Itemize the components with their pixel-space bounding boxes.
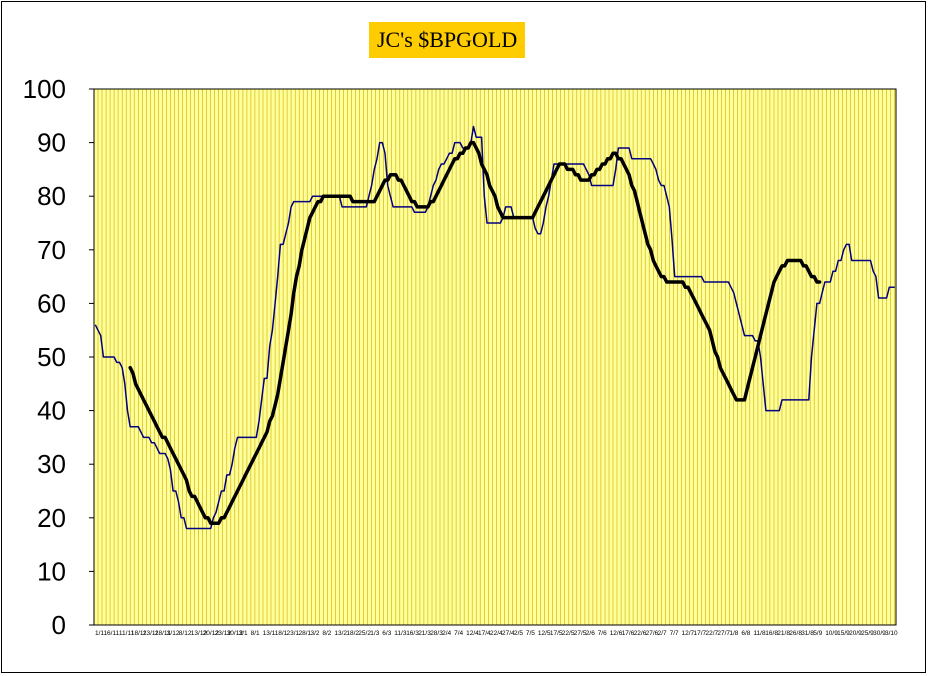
x-tick-label: 30/9 — [873, 630, 886, 637]
x-tick-label: 12/4 — [466, 630, 479, 637]
x-tick-label: 11/8 — [753, 630, 766, 637]
x-tick-label: 6/3 — [382, 630, 391, 637]
y-tick-label: 90 — [37, 128, 66, 158]
x-tick-label: 5/9 — [813, 630, 822, 637]
x-tick-label: 13/2 — [334, 630, 347, 637]
x-tick-label: 10/9 — [825, 630, 838, 637]
plot-area — [94, 89, 896, 625]
x-tick-label: 27/5 — [574, 630, 587, 637]
x-tick-label: 23/1 — [287, 630, 300, 637]
x-tick-label: 20/9 — [849, 630, 862, 637]
y-tick-label: 50 — [37, 342, 66, 372]
x-tick-label: 20/12 — [203, 630, 220, 637]
chart-title-box: JC's $BPGOLD — [369, 22, 526, 58]
x-tick-label: 8/1 — [251, 630, 260, 637]
x-tick-label: 13/12 — [191, 630, 208, 637]
x-tick-label: 3/10 — [885, 630, 898, 637]
x-tick-label: 2/7 — [658, 630, 667, 637]
x-tick-label: 2/5 — [514, 630, 523, 637]
x-tick-label: 22/5 — [562, 630, 575, 637]
y-tick-label: 20 — [37, 503, 66, 533]
x-tick-label: 18/1 — [275, 630, 288, 637]
x-tick-label: 15/9 — [837, 630, 850, 637]
x-tick-label: 2/4 — [442, 630, 451, 637]
x-tick-label: 18/11 — [131, 630, 147, 637]
series-line-average — [128, 140, 822, 525]
x-tick-label: 12/5 — [538, 630, 551, 637]
x-tick-label: 3/12 — [167, 630, 180, 637]
x-tick-label: 16/8 — [765, 630, 778, 637]
x-tick-label: 27/7 — [717, 630, 730, 637]
x-tick-label: 21/8 — [777, 630, 790, 637]
x-tick-label: 8/2 — [322, 630, 331, 637]
x-tick-label: 28/11 — [155, 630, 171, 637]
y-tick-label: 30 — [37, 449, 66, 479]
x-tick-label: 12/7 — [682, 630, 695, 637]
x-tick-label: 23/11 — [143, 630, 159, 637]
x-tick-label: 11/3 — [394, 630, 407, 637]
x-tick-label: 17/7 — [694, 630, 707, 637]
x-tick-label: 30/12 — [227, 630, 244, 637]
chart-title: JC's $BPGOLD — [377, 27, 518, 52]
x-tick-label: 27/6 — [646, 630, 659, 637]
x-tick-label: 28/1 — [299, 630, 312, 637]
x-tick-label: 13/1 — [263, 630, 276, 637]
y-tick-label: 10 — [37, 556, 66, 586]
x-tick-label: 12/6 — [610, 630, 623, 637]
x-tick-label: 16/3 — [406, 630, 419, 637]
x-tick-label: 23/12 — [215, 630, 232, 637]
x-tick-label: 31/8 — [801, 630, 814, 637]
x-tick-label: 1/3 — [370, 630, 379, 637]
x-tick-label: 25/2 — [358, 630, 371, 637]
y-tick-label: 40 — [37, 396, 66, 426]
x-tick-label: 21/3 — [418, 630, 431, 637]
x-tick-label: 18/2 — [346, 630, 359, 637]
x-tick-label: 22/4 — [490, 630, 503, 637]
x-tick-label: 17/5 — [550, 630, 563, 637]
x-tick-label: 27/4 — [502, 630, 515, 637]
x-tick-label: 17/6 — [622, 630, 635, 637]
x-tick-label: 6/8 — [741, 630, 750, 637]
x-tick-label: 3/1 — [239, 630, 248, 637]
y-tick-label: 0 — [52, 610, 66, 640]
series-line-raw — [94, 125, 895, 530]
x-tick-label: 8/12 — [179, 630, 192, 637]
x-tick-label: 11/11 — [119, 630, 135, 637]
y-tick-label: 80 — [37, 181, 66, 211]
x-tick-label: 7/5 — [526, 630, 535, 637]
x-tick-label: 2/6 — [586, 630, 595, 637]
x-tick-label: 7/6 — [598, 630, 607, 637]
x-tick-label: 1/8 — [729, 630, 738, 637]
x-tick-label: 6/11 — [107, 630, 120, 637]
x-tick-label: 22/7 — [706, 630, 719, 637]
x-tick-label: 7/7 — [670, 630, 679, 637]
x-tick-label: 1/11 — [95, 630, 108, 637]
x-tick-label: 28/3 — [430, 630, 443, 637]
x-tick-label: 3/2 — [311, 630, 320, 637]
x-tick-label: 25/9 — [861, 630, 874, 637]
x-tick-label: 7/4 — [454, 630, 463, 637]
y-tick-label: 100 — [23, 74, 66, 104]
y-tick-label: 60 — [37, 288, 66, 318]
x-tick-label: 26/8 — [789, 630, 802, 637]
x-tick-label: 17/4 — [478, 630, 491, 637]
x-tick-label: 22/6 — [634, 630, 647, 637]
y-tick-label: 70 — [37, 235, 66, 265]
